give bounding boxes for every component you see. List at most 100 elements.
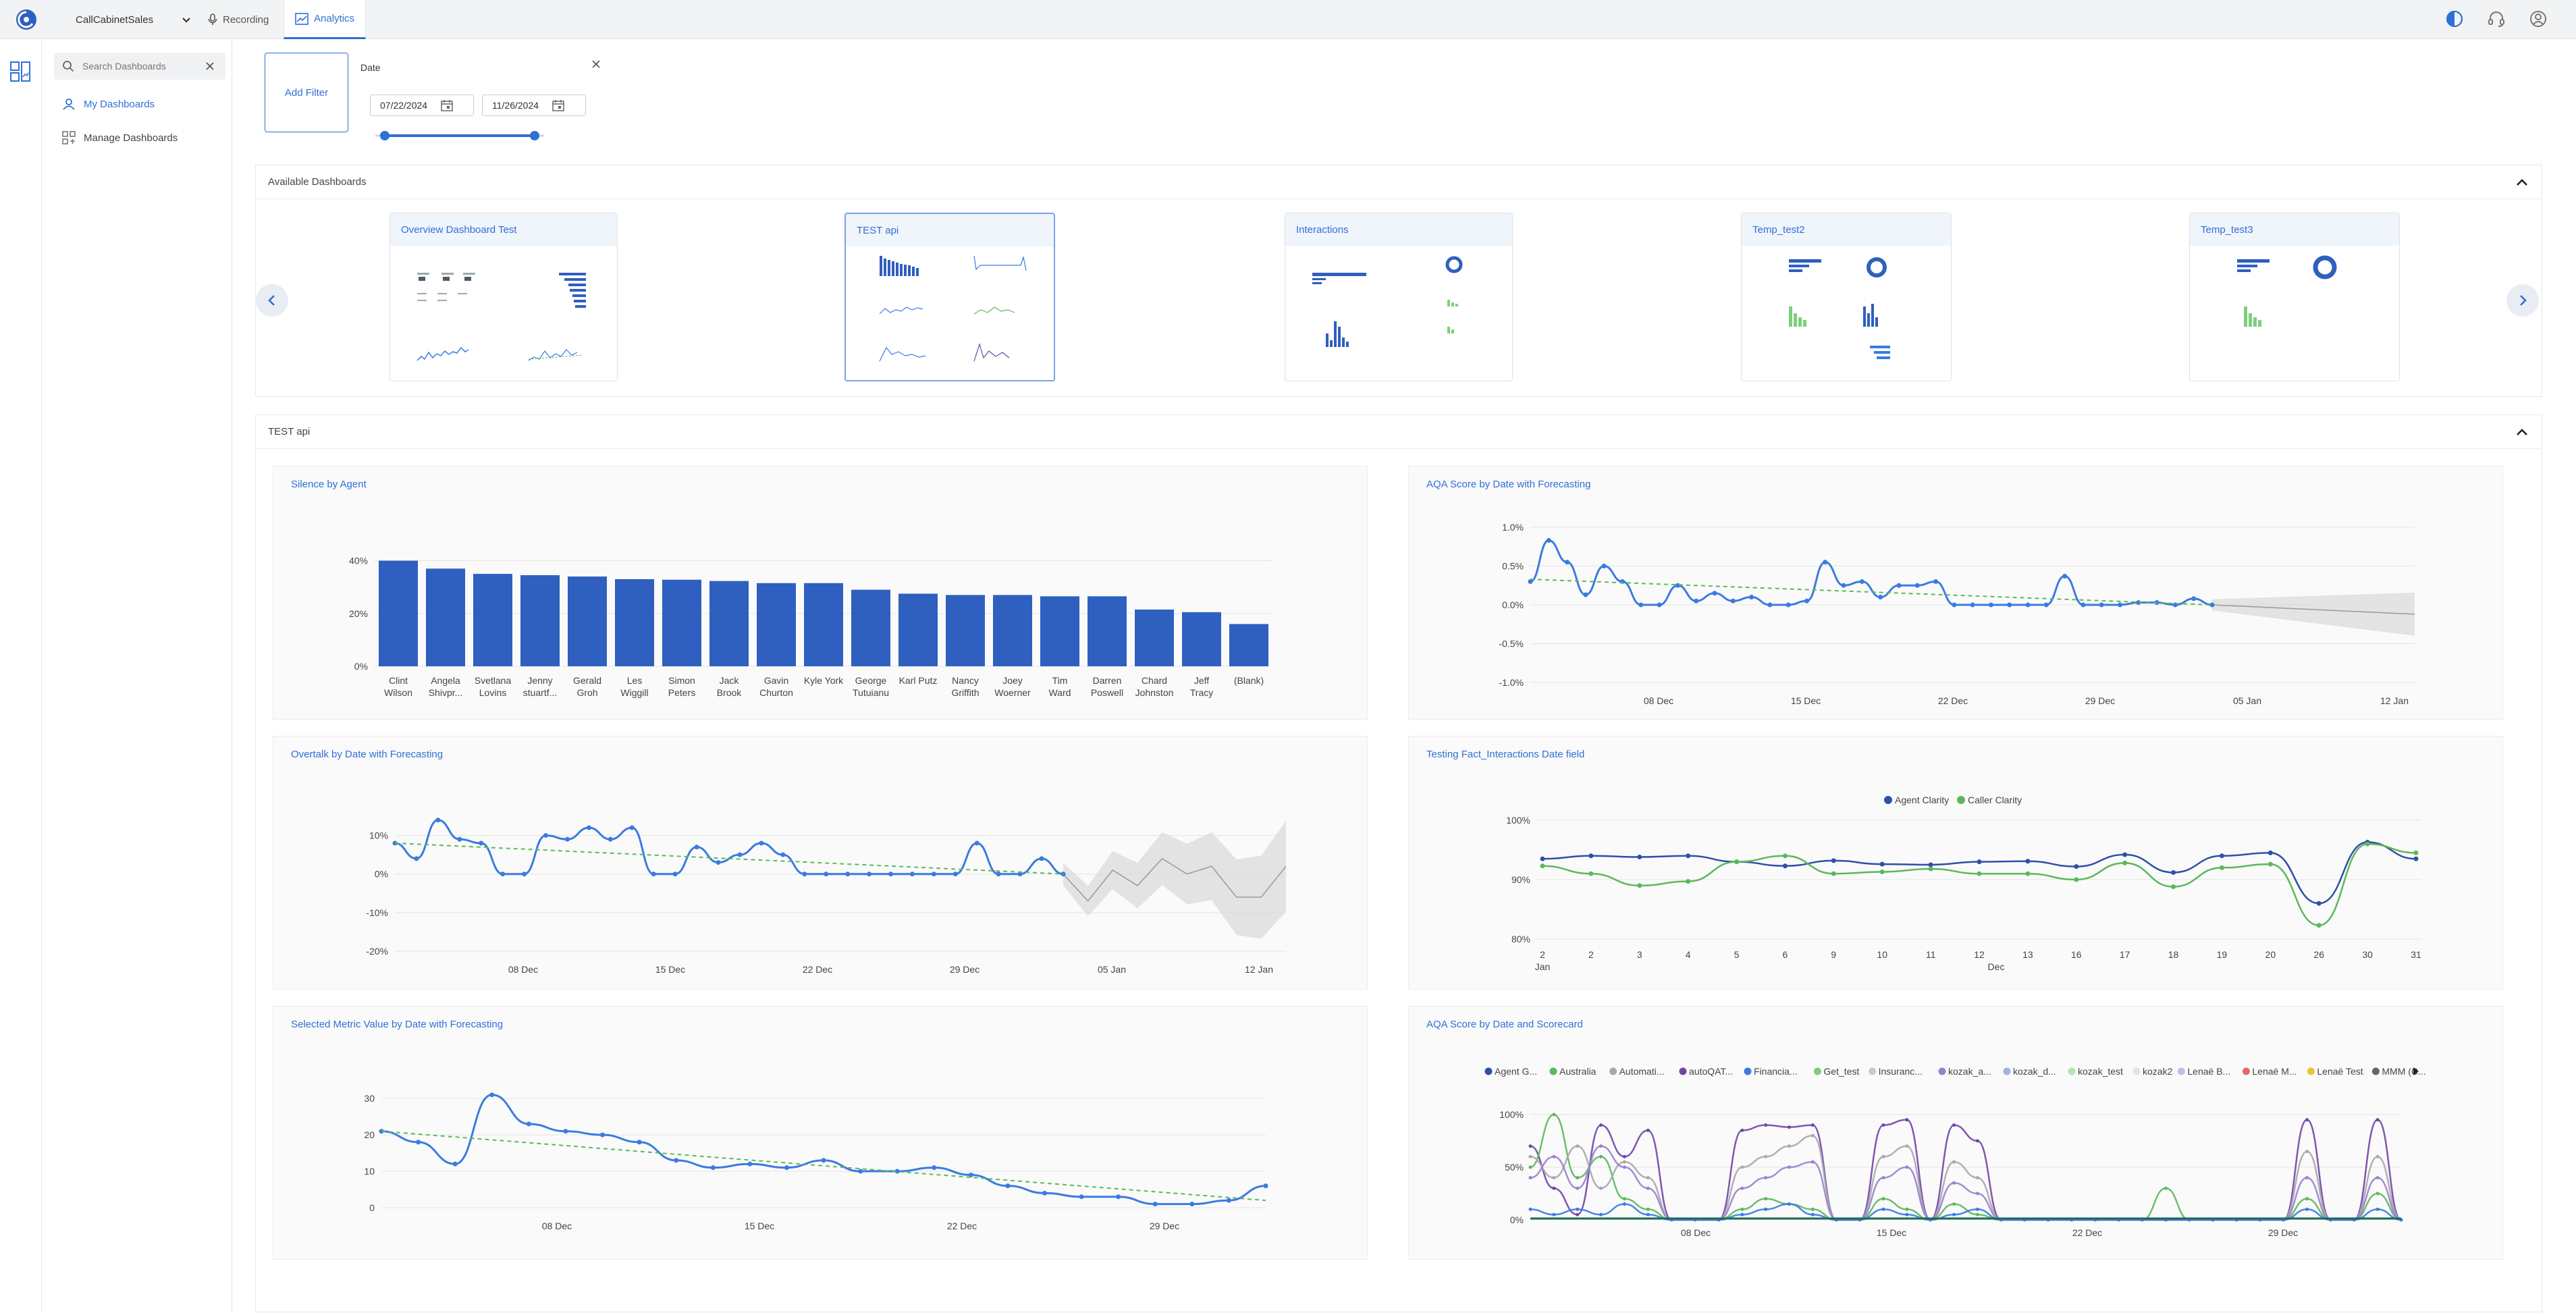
data-point: [1764, 1154, 1768, 1158]
x-tick-label: 19: [2217, 949, 2228, 960]
data-point: [1599, 1186, 1603, 1190]
app-logo-icon[interactable]: [15, 8, 38, 31]
x-tick-label: 29 Dec: [2268, 1227, 2298, 1238]
chart-title[interactable]: AQA Score by Date and Scorecard: [1426, 1019, 1583, 1030]
line-chart: 100% 50% 0% Agent G... Australia Automati... a…: [1484, 1066, 2426, 1238]
bar: [520, 575, 560, 666]
x-tick-label: 11: [1926, 949, 1936, 960]
data-point: [1933, 579, 1939, 584]
data-point: [737, 852, 743, 857]
date-to-field[interactable]: 11/26/2024: [482, 95, 586, 116]
top-bar: CallCabinetSales Recording Analytics: [0, 0, 2576, 39]
tab-analytics[interactable]: Analytics: [284, 0, 367, 39]
calendar-icon[interactable]: [441, 99, 453, 111]
x-tick-label: 26: [2313, 949, 2324, 960]
data-point: [435, 818, 441, 823]
x-tick-label: 15 Dec: [745, 1221, 774, 1231]
search-input[interactable]: [82, 61, 197, 72]
data-point: [932, 1165, 937, 1171]
chart-title[interactable]: Testing Fact_Interactions Date field: [1426, 749, 1585, 760]
bar: [615, 579, 654, 666]
y-tick-label: -20%: [366, 946, 388, 957]
data-point: [1528, 1176, 1532, 1180]
user-icon[interactable]: [2529, 9, 2548, 28]
chevron-up-icon[interactable]: [2515, 425, 2529, 439]
data-point: [1637, 855, 1642, 860]
x-tick-label: 12: [1974, 949, 1985, 960]
data-point: [1881, 1207, 1885, 1211]
date-filter-label: Date: [360, 62, 381, 73]
carousel-prev-button[interactable]: [256, 284, 288, 317]
date-filter: Date 07/22/2024 11/26/2024: [360, 53, 603, 140]
chevron-up-icon[interactable]: [2515, 175, 2529, 190]
dashboard-card-interactions[interactable]: Interactions: [1285, 213, 1513, 381]
bar: [473, 574, 512, 666]
chevron-left-icon: [268, 295, 275, 306]
chart-metric: Selected Metric Value by Date with Forec…: [273, 1006, 1368, 1260]
bar: [993, 595, 1032, 666]
data-point: [1952, 602, 1957, 608]
x-tick-label: Ward: [1049, 687, 1071, 698]
data-point: [1552, 1186, 1556, 1190]
data-point: [2007, 602, 2012, 608]
chart-aqa-scorecard: AQA Score by Date and Scorecard 100% 50% 0…: [1408, 1006, 2503, 1260]
line-chart: 30 20 10 0 08 Dec 15 Dec 22 Dec 29 Dec: [364, 1092, 1268, 1231]
carousel-next-button[interactable]: [2506, 284, 2539, 317]
x-tick-label: 18: [2168, 949, 2179, 960]
data-point: [1764, 1197, 1768, 1201]
data-point: [1788, 1165, 1792, 1169]
chart-title[interactable]: Silence by Agent: [291, 479, 367, 490]
data-point: [1622, 1154, 1626, 1158]
dashboard-preview: [879, 255, 1027, 362]
data-point: [2164, 1186, 2168, 1190]
calendar-icon[interactable]: [552, 99, 564, 111]
legend-label: Caller Clarity: [1968, 795, 2022, 805]
dashboard-card-overview[interactable]: Overview Dashboard Test: [390, 213, 618, 381]
data-point: [1764, 1207, 1768, 1211]
data-point: [1576, 1207, 1580, 1211]
x-tick-label: (Blank): [1234, 675, 1264, 686]
tab-recording[interactable]: Recording: [208, 0, 269, 39]
chart-overtalk: Overtalk by Date with Forecasting 10% 0% -…: [273, 736, 1368, 990]
dashboard-card-temp-test2[interactable]: Temp_test2: [1741, 213, 1952, 381]
data-point: [1810, 1160, 1815, 1164]
data-point: [1740, 1128, 1744, 1132]
sidebar-item-manage-dashboards[interactable]: Manage Dashboards: [62, 131, 178, 144]
x-tick-label: stuartf...: [523, 687, 558, 698]
headset-icon[interactable]: [2487, 9, 2506, 28]
x-tick-label: 05 Jan: [1098, 964, 1126, 975]
legend-marker: [1549, 1067, 1557, 1075]
clear-icon[interactable]: [205, 61, 215, 71]
x-tick-label: Jeff: [1194, 675, 1209, 686]
data-point: [1928, 866, 1933, 872]
y-tick-label: 80%: [1511, 934, 1530, 944]
dashboards-icon[interactable]: [9, 61, 31, 82]
data-point: [1928, 862, 1933, 867]
data-point: [1878, 595, 1883, 599]
data-point: [2081, 602, 2086, 608]
data-point: [780, 852, 786, 857]
data-point: [1079, 1194, 1084, 1200]
chart-title[interactable]: Overtalk by Date with Forecasting: [291, 749, 444, 760]
contrast-icon[interactable]: [2445, 9, 2464, 28]
data-point: [1622, 1160, 1626, 1164]
legend-label: Financia...: [1754, 1066, 1798, 1077]
chart-title[interactable]: AQA Score by Date with Forecasting: [1426, 479, 1591, 490]
chart-title[interactable]: Selected Metric Value by Date with Forec…: [291, 1019, 504, 1030]
sidebar-item-my-dashboards[interactable]: My Dashboards: [62, 97, 155, 111]
date-range-slider[interactable]: [375, 130, 544, 142]
close-icon[interactable]: [591, 59, 601, 69]
org-selector[interactable]: CallCabinetSales: [76, 0, 192, 39]
data-point: [563, 1129, 568, 1134]
date-from-field[interactable]: 07/22/2024: [370, 95, 474, 116]
add-filter-button[interactable]: Add Filter: [265, 53, 348, 132]
dashboard-card-test-api[interactable]: TEST api: [844, 213, 1055, 381]
x-tick-label: 2: [1540, 949, 1545, 960]
dashboard-card-temp-test3[interactable]: Temp_test3: [2189, 213, 2400, 381]
forecast-line: [2211, 604, 2415, 615]
x-tick-label: 22 Dec: [2072, 1227, 2102, 1238]
x-tick-label: Jack: [720, 675, 740, 686]
data-point: [1042, 1190, 1047, 1196]
data-point: [710, 1165, 716, 1171]
data-point: [1686, 853, 1691, 859]
